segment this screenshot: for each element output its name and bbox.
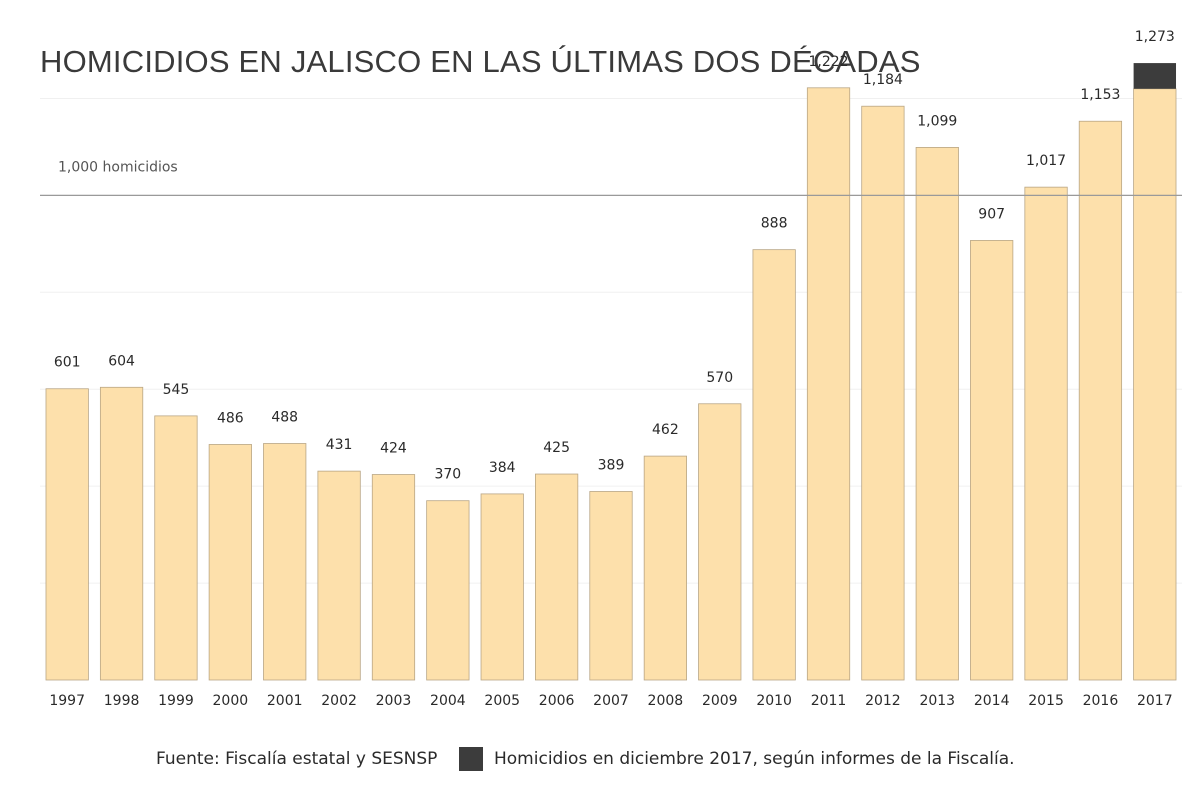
value-label-2007: 389 [598,457,625,473]
tick-label-2004: 2004 [430,693,466,709]
value-label-1998: 604 [108,353,135,369]
tick-label-2003: 2003 [376,693,412,709]
legend: Homicidios en diciembre 2017, según info… [459,747,1015,771]
bar-2003 [371,474,416,681]
tick-label-2006: 2006 [539,693,575,709]
bar-highlight-2017 [1133,63,1177,89]
tick-label-2013: 2013 [919,693,955,709]
bar-1997 [45,388,89,681]
tick-label-2015: 2015 [1028,693,1064,709]
tick-label-2007: 2007 [593,693,629,709]
bar-2009 [698,403,742,681]
value-label-2014: 907 [978,206,1005,222]
bar-2013 [915,147,959,681]
value-label-2001: 488 [271,410,298,426]
legend-label: Homicidios en diciembre 2017, según info… [494,749,1015,769]
tick-label-2001: 2001 [267,693,303,709]
bar-2004 [426,500,470,681]
value-label-2015: 1,017 [1026,153,1066,169]
tick-label-2012: 2012 [865,693,901,709]
value-label-2012: 1,184 [863,72,903,88]
source-note: Fuente: Fiscalía estatal y SESNSP [156,749,438,769]
value-label-2011: 1,222 [808,54,848,70]
value-label-2002: 431 [326,437,353,453]
value-label-2006: 425 [543,440,570,456]
tick-label-2009: 2009 [702,693,738,709]
bar-2007 [589,491,633,681]
value-label-2009: 570 [706,370,733,386]
bar-2011 [806,87,851,681]
tick-label-2002: 2002 [321,693,357,709]
bar-2000 [208,444,252,681]
reference-line-label: 1,000 homicidios [58,159,178,175]
bar-2014 [970,240,1014,681]
tick-label-2011: 2011 [811,693,847,709]
bar-1998 [99,386,144,681]
chart-title: HOMICIDIOS EN JALISCO EN LAS ÚLTIMAS DOS… [40,44,921,79]
x-axis-ticks: 1997 1998 1999 2000 2001 2002 2003 2004 2005 2006… [49,693,1172,709]
tick-label-1997: 1997 [49,693,85,709]
value-labels: 601 604 545 486 488 431 424 370 384 425 389 462 570 8… [54,29,1175,483]
value-label-2004: 370 [434,467,461,483]
value-label-2010: 888 [761,216,788,232]
value-label-2017: 1,273 [1135,29,1175,45]
tick-label-2016: 2016 [1083,693,1119,709]
value-label-2005: 384 [489,460,516,476]
value-label-2003: 424 [380,441,407,457]
reference-line-group: 1,000 homicidios [40,159,1182,196]
bar-2010 [752,249,796,681]
bar-2006 [535,473,579,681]
value-label-2013: 1,099 [917,113,957,129]
bar-2002 [317,470,361,681]
tick-label-2014: 2014 [974,693,1010,709]
value-label-2016: 1,153 [1080,87,1120,103]
legend-swatch [459,747,483,771]
bars [45,63,1177,681]
tick-label-1999: 1999 [158,693,194,709]
bar-2016 [1078,120,1123,681]
bar-2008 [643,455,687,681]
tick-label-2000: 2000 [213,693,249,709]
bar-2015 [1024,186,1068,681]
value-label-2008: 462 [652,422,679,438]
tick-label-2005: 2005 [484,693,520,709]
tick-label-2008: 2008 [648,693,684,709]
bar-2017 [1133,88,1177,681]
bar-2005 [480,493,524,681]
value-label-1997: 601 [54,355,81,371]
tick-label-2010: 2010 [756,693,792,709]
tick-label-2017: 2017 [1137,693,1173,709]
bar-2012 [861,105,905,681]
value-label-1999: 545 [163,382,190,398]
bar-2001 [263,443,307,681]
tick-label-1998: 1998 [104,693,140,709]
value-label-2000: 486 [217,410,244,426]
bar-1999 [154,415,198,681]
